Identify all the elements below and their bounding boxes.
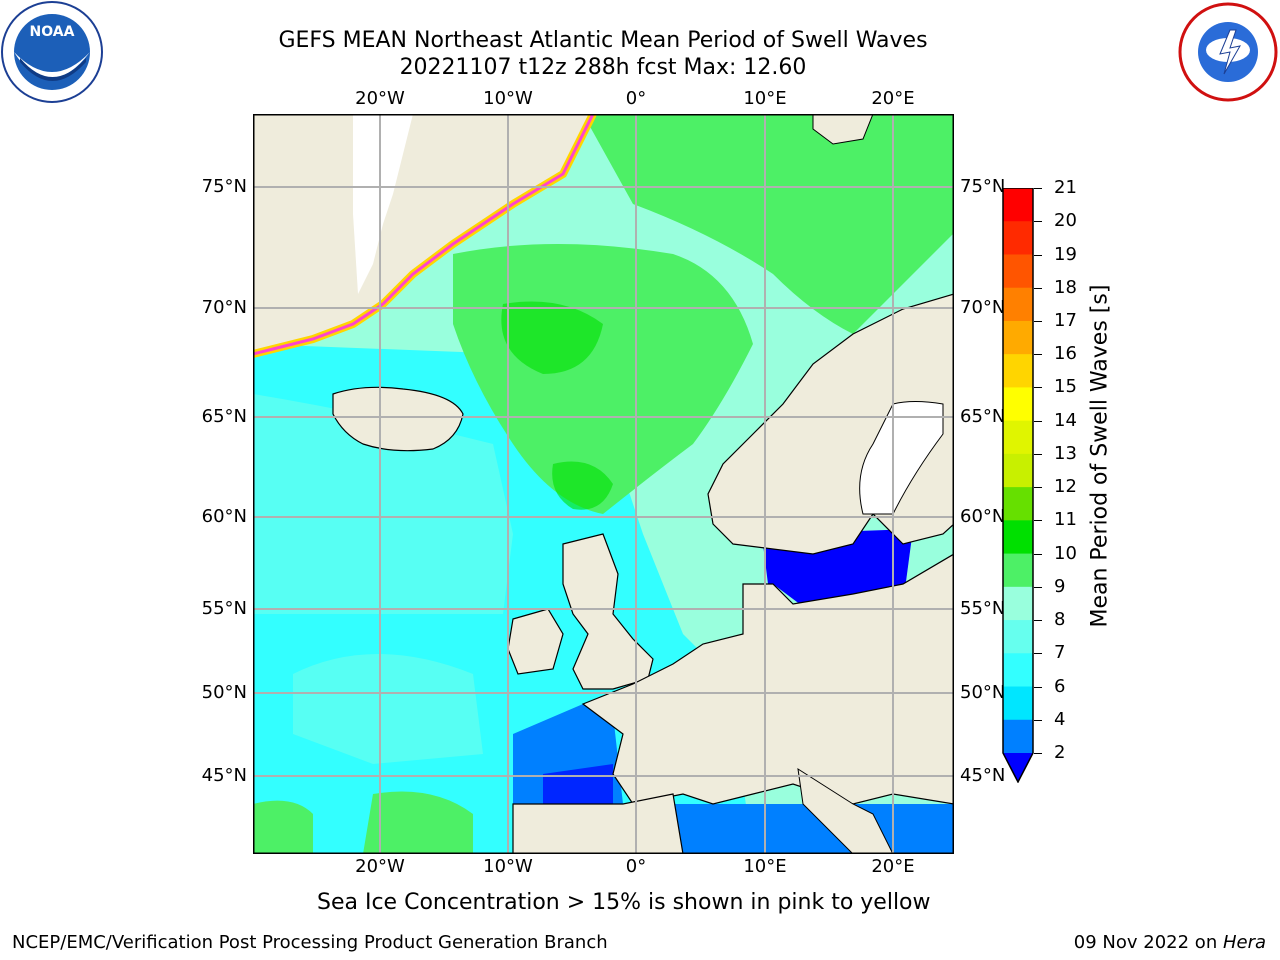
colorbar-bin-6-7	[1003, 653, 1033, 688]
colorbar-tick-16: 16	[1054, 343, 1077, 365]
colorbar-tick-mark	[1034, 387, 1042, 389]
lon-label-bottom-10w: 10°W	[483, 856, 533, 877]
lat-label-left-65n: 65°N	[201, 406, 247, 427]
swell-period-map	[252, 112, 955, 855]
sea-ice-note: Sea Ice Concentration > 15% is shown in …	[317, 890, 931, 915]
lon-label-top-20w: 20°W	[355, 88, 405, 109]
map-panel	[252, 112, 955, 855]
colorbar-bin-18-19	[1003, 254, 1033, 289]
chart-title-line1: GEFS MEAN Northeast Atlantic Mean Period…	[278, 28, 928, 53]
colorbar-tick-mark	[1034, 453, 1042, 455]
colorbar-tick-18: 18	[1054, 276, 1077, 298]
colorbar-tick-mark	[1034, 420, 1042, 422]
chart-title-line2: 20221107 t12z 288h fcst Max: 12.60	[399, 55, 807, 80]
colorbar-tick-9: 9	[1054, 575, 1066, 597]
colorbar-extend-triangle	[1003, 753, 1033, 782]
colorbar-tick-12: 12	[1054, 476, 1077, 498]
lat-label-right-45n: 45°N	[960, 765, 1006, 786]
lat-label-left-70n: 70°N	[201, 297, 247, 318]
colorbar-bin-12-13	[1003, 453, 1033, 488]
lat-label-right-50n: 50°N	[960, 682, 1006, 703]
colorbar-bin-11-12	[1003, 487, 1033, 521]
colorbar-bin-7-8	[1003, 620, 1033, 654]
noaa-logo: NOAA	[0, 0, 104, 104]
lat-label-left-75n: 75°N	[201, 176, 247, 197]
colorbar-tick-mark	[1034, 753, 1042, 754]
colorbar-tick-20: 20	[1054, 210, 1077, 232]
lat-label-right-55n: 55°N	[960, 598, 1006, 619]
colorbar-bin-8-9	[1003, 586, 1033, 621]
lat-label-right-70n: 70°N	[960, 297, 1006, 318]
lon-label-top-20e: 20°E	[871, 88, 915, 109]
colorbar-bin-9-10	[1003, 553, 1033, 588]
colorbar-outline	[1002, 187, 1034, 784]
colorbar-bin-17-18	[1003, 287, 1033, 322]
colorbar-bin-14-15	[1003, 387, 1033, 422]
lat-label-right-65n: 65°N	[960, 406, 1006, 427]
lon-label-top-0: 0°	[625, 88, 647, 109]
colorbar-tick-8: 8	[1054, 609, 1066, 631]
colorbar-tick-mark	[1034, 221, 1042, 223]
colorbar-tick-mark	[1034, 586, 1042, 588]
lat-label-right-75n: 75°N	[960, 176, 1006, 197]
lat-label-left-50n: 50°N	[201, 682, 247, 703]
colorbar-tick-mark	[1034, 653, 1042, 655]
lon-label-bottom-20e: 20°E	[871, 856, 915, 877]
colorbar-bin-15-16	[1003, 354, 1033, 388]
branch-credit: NCEP/EMC/Verification Post Processing Pr…	[12, 932, 608, 953]
colorbar-tick-mark	[1034, 188, 1042, 189]
lon-label-top-10e: 10°E	[743, 88, 787, 109]
colorbar-tick-mark	[1034, 620, 1042, 622]
colorbar	[1002, 187, 1034, 784]
colorbar-bin-19-20	[1003, 221, 1033, 255]
colorbar-tick-mark	[1034, 553, 1042, 555]
colorbar-tick-7: 7	[1054, 642, 1066, 664]
colorbar-tick-mark	[1034, 354, 1042, 356]
lat-label-left-60n: 60°N	[201, 506, 247, 527]
colorbar-tick-4: 4	[1054, 708, 1066, 730]
lon-label-bottom-0: 0°	[625, 856, 647, 877]
run-date: 09 Nov 2022 on Hera	[1074, 932, 1266, 953]
lat-label-left-55n: 55°N	[201, 598, 247, 619]
lon-label-bottom-10e: 10°E	[743, 856, 787, 877]
colorbar-tick-13: 13	[1054, 442, 1077, 464]
colorbar-tick-17: 17	[1054, 309, 1077, 331]
colorbar-tick-15: 15	[1054, 376, 1077, 398]
colorbar-tick-6: 6	[1054, 675, 1066, 697]
colorbar-bin-20-21	[1003, 188, 1033, 222]
lat-label-left-45n: 45°N	[201, 765, 247, 786]
colorbar-tick-14: 14	[1054, 409, 1077, 431]
colorbar-tick-mark	[1034, 254, 1042, 256]
colorbar-tick-21: 21	[1054, 177, 1077, 198]
colorbar-bin-2-4	[1003, 719, 1033, 754]
colorbar-label: Mean Period of Swell Waves [s]	[1087, 284, 1113, 628]
lon-label-top-10w: 10°W	[483, 88, 533, 109]
colorbar-bin-16-17	[1003, 320, 1033, 355]
colorbar-tick-mark	[1034, 287, 1042, 289]
colorbar-tick-mark	[1034, 719, 1042, 721]
colorbar-bin-13-14	[1003, 420, 1033, 455]
colorbar-tick-10: 10	[1054, 542, 1077, 564]
colorbar-tick-mark	[1034, 686, 1042, 688]
machine-name: Hera	[1222, 932, 1266, 953]
colorbar-tick-mark	[1034, 520, 1042, 522]
colorbar-tick-11: 11	[1054, 509, 1077, 531]
lon-label-bottom-20w: 20°W	[355, 856, 405, 877]
colorbar-tick-19: 19	[1054, 243, 1077, 265]
lat-label-right-60n: 60°N	[960, 506, 1006, 527]
svg-text:NOAA: NOAA	[30, 24, 75, 40]
colorbar-ticks: 21 20 19 18 17 16 15 14 13 12 11 10 9 8 7 6 4 2	[1034, 178, 1090, 768]
colorbar-bin-4-6	[1003, 686, 1033, 721]
nws-logo	[1176, 0, 1280, 104]
colorbar-tick-mark	[1034, 487, 1042, 489]
colorbar-bin-10-11	[1003, 520, 1033, 555]
colorbar-tick-2: 2	[1054, 742, 1066, 763]
colorbar-tick-mark	[1034, 320, 1042, 322]
run-date-text: 09 Nov 2022 on	[1073, 932, 1223, 953]
